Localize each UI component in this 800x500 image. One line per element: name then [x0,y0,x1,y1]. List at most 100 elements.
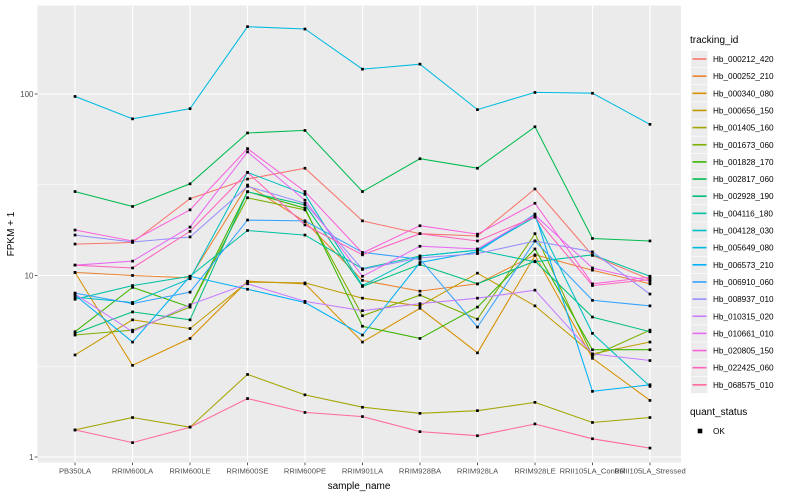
x-tick-label: RRIM928LA [457,467,499,476]
data-point [73,190,77,193]
data-point [533,125,537,129]
data-point [188,327,192,330]
data-point [361,415,364,418]
data-point [648,359,652,362]
data-point [303,219,307,223]
data-point [131,274,134,277]
data-point [303,223,307,227]
x-tick-label: RRIM600LE [169,467,210,476]
legend-label: Hb_000656_150 [713,106,774,115]
data-point [131,284,134,287]
legend-label: Hb_001828_170 [713,158,774,167]
legend-label: Hb_001405_160 [713,124,774,133]
data-point [188,197,192,200]
data-point [246,171,249,174]
x-tick-label: RRIM600SE [226,467,268,476]
data-point [648,340,652,344]
legend-label: Hb_004116_180 [713,209,773,218]
data-point [361,279,364,282]
legend-layer: Hb_000212_420 Hb_000252_210 Hb_000340_080 H… [691,50,774,436]
data-point [73,332,77,335]
data-point [73,295,77,299]
data-point [591,356,594,360]
data-point [73,95,77,98]
data-point [533,239,537,243]
legend-label: Hb_010661_010 [713,329,774,338]
legend-label: Hb_002817_060 [713,175,774,184]
legend-label: Hb_000252_210 [713,72,774,81]
data-point [591,390,594,393]
data-point [188,318,192,322]
panel-layer [37,5,681,463]
data-point [246,218,249,222]
data-point [591,268,594,272]
y-axis-title: FPKM + 1 [6,211,17,256]
data-point [361,284,364,287]
data-point [591,91,594,95]
data-point [418,430,422,433]
data-point [476,305,479,309]
data-point [476,271,479,275]
data-point [188,274,192,278]
data-point [533,232,537,235]
data-point [73,292,77,296]
data-point [188,425,192,429]
data-point [188,303,192,307]
data-point [361,324,364,328]
data-point [533,422,537,426]
data-point [418,302,422,305]
data-point [131,340,134,344]
data-point [303,27,307,31]
data-point [361,309,364,312]
legend-label: Hb_068575_010 [713,381,774,390]
data-point [131,266,134,270]
data-point [246,282,249,286]
y-tick-label: 1 [29,453,34,462]
data-point [303,300,307,303]
data-point [533,187,537,191]
data-point [188,290,192,294]
data-point [648,383,652,387]
legend-label: Hb_000340_080 [713,89,774,98]
data-point [476,166,479,170]
data-point [246,185,249,188]
legend-label: Hb_022425_060 [713,364,774,373]
data-point [73,233,77,237]
data-point [131,328,134,332]
data-point [648,279,652,283]
data-point [246,373,249,376]
data-point [533,288,537,292]
data-point [361,296,364,300]
data-point [418,293,422,297]
points-layer [73,25,652,450]
data-point [648,123,652,126]
data-point [591,266,594,270]
data-point [303,190,307,193]
data-point [418,244,422,248]
data-point [303,166,307,170]
data-point [303,198,307,202]
data-point [361,219,364,223]
data-point [418,304,422,308]
data-point [131,117,134,121]
data-point [73,333,77,337]
data-point [246,25,249,28]
legend-label: Hb_004128_030 [713,227,774,236]
ticks-layer: 100 10 1 PB350LA RRIM600LA RRIM600LE RRIM600SE… [20,90,686,476]
legend-label: Hb_005649_080 [713,244,774,253]
data-point [73,263,77,267]
data-point [246,229,249,232]
data-point [73,428,77,432]
data-point [476,250,479,254]
data-point [361,268,364,271]
data-point [476,434,479,438]
data-point [648,292,652,296]
data-point [303,393,307,397]
data-point [73,330,77,334]
legend-label: Hb_000212_420 [713,55,774,64]
x-tick-label: RRIM928BA [399,467,442,476]
data-point [303,208,307,212]
data-point [246,190,249,194]
data-point [476,409,479,412]
data-point [73,297,77,301]
